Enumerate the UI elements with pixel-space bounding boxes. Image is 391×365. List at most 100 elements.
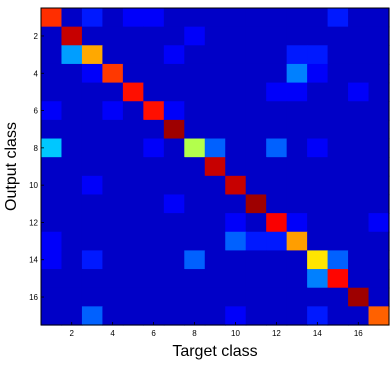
heatmap-cell: [81, 26, 104, 46]
heatmap-cell: [122, 138, 144, 158]
heatmap-cell: [204, 138, 226, 158]
heatmap-cell: [61, 250, 83, 270]
heatmap-cell: [81, 157, 104, 177]
heatmap-cell: [368, 45, 390, 65]
heatmap-cell: [184, 231, 206, 252]
heatmap-cell: [41, 194, 63, 214]
heatmap-cell: [245, 26, 267, 46]
y-tick-label: 12: [29, 218, 38, 227]
heatmap-cell: [41, 213, 63, 233]
heatmap-cell: [204, 250, 226, 270]
heatmap-cell: [307, 231, 329, 252]
heatmap-cell: [307, 306, 329, 326]
heatmap-cell: [266, 250, 288, 270]
heatmap-cell: [102, 306, 124, 326]
heatmap-cell: [266, 138, 288, 158]
heatmap-cell: [81, 82, 104, 102]
heatmap-cell: [61, 138, 83, 158]
heatmap-cell: [204, 119, 226, 140]
heatmap-cell: [307, 175, 329, 196]
heatmap-cell: [307, 8, 329, 28]
heatmap-cell: [143, 119, 165, 140]
x-tick-label: 16: [354, 329, 363, 338]
heatmap-cell: [327, 45, 349, 65]
heatmap-cell: [122, 45, 144, 65]
heatmap-cell: [266, 269, 288, 289]
heatmap-cell: [122, 287, 144, 307]
heatmap-cell: [368, 138, 390, 158]
heatmap-cell: [143, 26, 165, 46]
heatmap-cell: [245, 82, 267, 102]
heatmap-cell: [102, 175, 124, 196]
heatmap-cell: [204, 101, 226, 121]
heatmap-cell: [81, 63, 104, 84]
heatmap-cell: [184, 269, 206, 289]
heatmap-cell: [307, 250, 329, 270]
heatmap-cell: [204, 306, 226, 326]
heatmap-cell: [61, 287, 83, 307]
heatmap-cell: [204, 194, 226, 214]
heatmap-cell: [266, 82, 288, 102]
heatmap-cell: [225, 119, 247, 140]
heatmap-cell: [368, 250, 390, 270]
heatmap-cell: [245, 213, 267, 233]
heatmap-cell: [41, 101, 63, 121]
heatmap-cell: [122, 119, 144, 140]
heatmap-cell: [143, 63, 165, 84]
y-axis-title: Output class: [3, 122, 20, 211]
heatmap-cell: [286, 231, 308, 252]
heatmap-cell: [327, 306, 349, 326]
x-tick-label: 10: [231, 329, 240, 338]
heatmap-cell: [81, 45, 104, 65]
heatmap-cell: [368, 26, 390, 46]
heatmap-cell: [41, 119, 63, 140]
plot-frame: [40, 7, 390, 326]
heatmap-cell: [81, 8, 104, 28]
heatmap-cell: [163, 231, 185, 252]
heatmap-cell: [225, 231, 247, 252]
heatmap-cell: [245, 306, 267, 326]
heatmap-cell: [307, 119, 329, 140]
heatmap-cell: [41, 8, 63, 28]
heatmap-cell: [225, 157, 247, 177]
heatmap-cell: [143, 306, 165, 326]
heatmap-cell: [368, 8, 390, 28]
heatmap-cell: [266, 26, 288, 46]
heatmap-cell: [143, 269, 165, 289]
heatmap-cell: [327, 175, 349, 196]
heatmap-cell: [368, 231, 390, 252]
heatmap-cell: [122, 213, 144, 233]
heatmap-cell: [204, 287, 226, 307]
heatmap-cell: [184, 45, 206, 65]
heatmap-cell: [225, 213, 247, 233]
heatmap-cell: [245, 287, 267, 307]
y-tick-label: 14: [29, 256, 38, 265]
heatmap-cell: [266, 45, 288, 65]
heatmap-cell: [163, 45, 185, 65]
heatmap-cell: [348, 138, 370, 158]
heatmap-cell: [225, 306, 247, 326]
heatmap-cell: [286, 63, 308, 84]
heatmap-cell: [245, 101, 267, 121]
heatmap-cell: [122, 250, 144, 270]
heatmap-cell: [286, 157, 308, 177]
heatmap-cell: [184, 63, 206, 84]
heatmap-cell: [163, 63, 185, 84]
heatmap-cell: [225, 8, 247, 28]
heatmap-cell: [143, 231, 165, 252]
heatmap-cell: [245, 45, 267, 65]
heatmap-cell: [307, 287, 329, 307]
heatmap-cell: [163, 269, 185, 289]
heatmap-cell: [286, 213, 308, 233]
heatmap-cell: [81, 250, 104, 270]
heatmap-cell: [225, 45, 247, 65]
heatmap-cell: [61, 45, 83, 65]
heatmap-cell: [245, 175, 267, 196]
heatmap-cell: [102, 138, 124, 158]
heatmap-cell: [163, 26, 185, 46]
heatmap-cell: [266, 101, 288, 121]
heatmap-cell: [122, 63, 144, 84]
heatmap-cell: [266, 157, 288, 177]
y-tick-label: 16: [29, 293, 38, 302]
heatmap-cell: [122, 231, 144, 252]
